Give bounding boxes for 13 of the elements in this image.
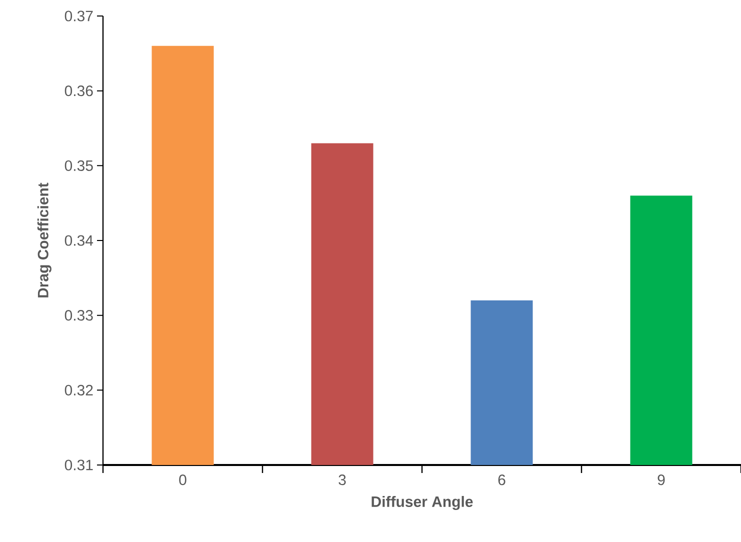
x-axis-title: Diffuser Angle (372, 496, 473, 510)
y-tick-label: 0.33 (64, 310, 93, 321)
y-tick-label: 0.35 (64, 160, 93, 171)
y-axis-title: Drag Coefficient (37, 182, 52, 298)
y-tick-label: 0.37 (64, 10, 93, 22)
y-tick-label: 0.31 (64, 460, 93, 470)
x-tick-label: 0 (179, 474, 186, 486)
x-tick-label: 3 (338, 474, 346, 486)
y-tick-label: 0.32 (64, 384, 93, 396)
y-tick-label: 0.36 (64, 86, 93, 96)
x-tick-label: 6 (498, 474, 506, 486)
y-tick-label: 0.34 (64, 235, 94, 246)
x-tick-label: 9 (658, 474, 665, 486)
